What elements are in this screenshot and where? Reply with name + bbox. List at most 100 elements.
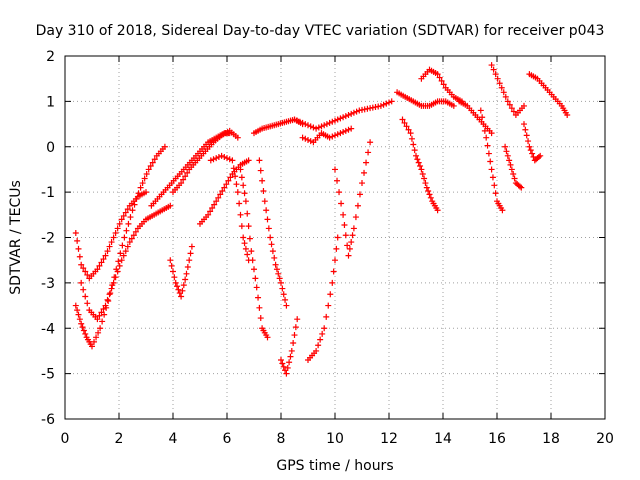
data-point: [337, 115, 344, 122]
data-point: [161, 143, 168, 150]
data-point: [342, 113, 349, 120]
data-point: [94, 316, 101, 323]
data-point: [290, 339, 297, 346]
data-point: [345, 111, 352, 118]
data-point: [273, 266, 280, 273]
data-point: [276, 275, 283, 282]
data-point: [332, 132, 338, 139]
data-point: [188, 243, 195, 250]
series-track8: [207, 152, 252, 264]
data-point: [529, 150, 536, 157]
data-point: [305, 136, 311, 143]
data-point: [99, 318, 106, 325]
data-point: [323, 313, 330, 320]
data-point: [342, 232, 349, 239]
data-point: [256, 304, 263, 311]
data-point: [359, 180, 365, 187]
data-point: [283, 302, 290, 309]
data-point: [334, 116, 341, 123]
data-point: [259, 177, 266, 184]
data-point: [224, 155, 230, 162]
data-point: [145, 166, 152, 173]
data-point: [139, 180, 146, 187]
data-point: [213, 198, 220, 205]
data-point: [321, 325, 328, 332]
data-point: [408, 135, 415, 142]
data-point: [525, 138, 532, 145]
data-point: [245, 223, 252, 230]
data-point: [323, 121, 330, 128]
data-point: [483, 134, 490, 141]
data-point: [246, 235, 253, 242]
data-point: [411, 147, 418, 154]
data-point: [338, 200, 345, 207]
data-point: [241, 190, 248, 197]
data-point: [488, 166, 495, 173]
series-track3: [78, 202, 174, 323]
data-point: [84, 271, 91, 278]
data-point: [122, 248, 129, 255]
y-tick-label: -6: [41, 412, 55, 428]
data-point: [241, 240, 248, 247]
data-point: [386, 99, 392, 106]
data-point: [128, 235, 135, 242]
series-track25: [521, 121, 544, 164]
data-point: [280, 291, 287, 298]
data-point: [479, 114, 486, 121]
data-point: [506, 101, 513, 108]
data-point: [535, 153, 542, 160]
data-point: [282, 296, 289, 303]
data-point: [286, 359, 293, 366]
data-point: [504, 98, 511, 105]
data-point: [425, 187, 432, 194]
x-tick-label: 10: [326, 431, 344, 447]
data-point: [126, 239, 133, 246]
series-track22: [488, 62, 527, 118]
data-point: [96, 312, 103, 319]
x-tick-label: 4: [169, 431, 178, 447]
data-point: [480, 121, 487, 128]
data-point: [219, 187, 226, 194]
data-point: [334, 177, 341, 184]
data-point: [334, 131, 341, 138]
data-point: [127, 214, 134, 221]
data-point: [305, 122, 311, 129]
data-point: [141, 175, 148, 182]
data-point: [367, 139, 374, 146]
data-point: [348, 239, 355, 246]
data-point: [329, 279, 336, 286]
data-point: [211, 201, 218, 208]
data-point: [97, 325, 104, 332]
data-point: [280, 363, 287, 370]
data-point: [348, 110, 355, 117]
data-point: [244, 251, 251, 258]
data-point: [407, 130, 414, 137]
data-point: [242, 198, 249, 205]
data-point: [403, 123, 410, 130]
data-point: [332, 257, 338, 264]
data-point: [484, 142, 491, 149]
data-point: [329, 118, 336, 125]
data-point: [401, 119, 408, 126]
data-point: [477, 107, 484, 114]
data-point: [237, 166, 244, 173]
data-point: [510, 170, 517, 177]
data-point: [260, 187, 267, 194]
data-point: [521, 102, 527, 109]
data-point: [325, 302, 332, 309]
data-point: [413, 152, 419, 159]
data-point: [263, 207, 270, 214]
data-point: [129, 207, 136, 214]
data-point: [80, 286, 87, 293]
data-point: [264, 216, 271, 223]
series-track24: [526, 71, 571, 118]
data-point: [78, 261, 85, 268]
data-point: [172, 279, 179, 286]
data-point: [377, 102, 384, 109]
data-point: [221, 184, 228, 191]
data-point: [321, 122, 328, 129]
data-point: [125, 220, 132, 227]
data-point: [302, 121, 309, 128]
data-point: [108, 285, 115, 292]
data-point: [213, 155, 220, 162]
